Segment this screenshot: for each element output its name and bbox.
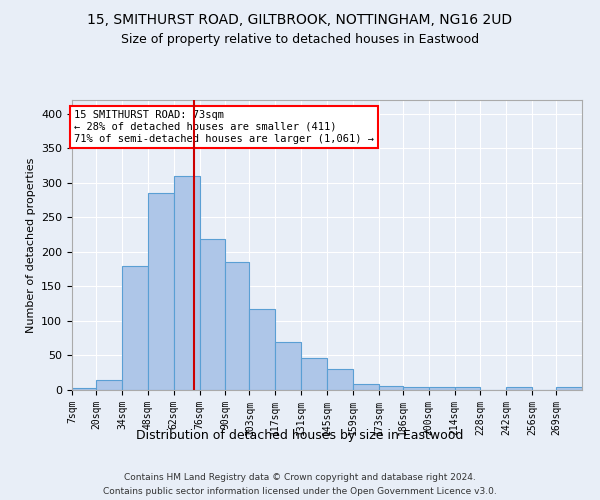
Text: Size of property relative to detached houses in Eastwood: Size of property relative to detached ho… [121,32,479,46]
Text: Contains HM Land Registry data © Crown copyright and database right 2024.: Contains HM Land Registry data © Crown c… [124,473,476,482]
Bar [226,262,250,390]
Bar [275,342,301,390]
Y-axis label: Number of detached properties: Number of detached properties [26,158,35,332]
Text: 15 SMITHURST ROAD: 73sqm
← 28% of detached houses are smaller (411)
71% of semi-: 15 SMITHURST ROAD: 73sqm ← 28% of detach… [74,110,374,144]
Bar [250,308,275,390]
Bar [72,388,96,390]
Bar [96,380,122,390]
Bar [353,384,379,390]
Bar [428,387,455,390]
Text: 15, SMITHURST ROAD, GILTBROOK, NOTTINGHAM, NG16 2UD: 15, SMITHURST ROAD, GILTBROOK, NOTTINGHA… [88,12,512,26]
Bar [403,386,428,390]
Text: Distribution of detached houses by size in Eastwood: Distribution of detached houses by size … [136,428,464,442]
Bar [199,240,226,390]
Bar [556,387,582,390]
Bar [173,176,199,390]
Bar [122,266,148,390]
Text: Contains public sector information licensed under the Open Government Licence v3: Contains public sector information licen… [103,486,497,496]
Bar [455,387,481,390]
Bar [148,193,173,390]
Bar [506,387,532,390]
Bar [379,386,403,390]
Bar [301,358,327,390]
Bar [327,368,353,390]
